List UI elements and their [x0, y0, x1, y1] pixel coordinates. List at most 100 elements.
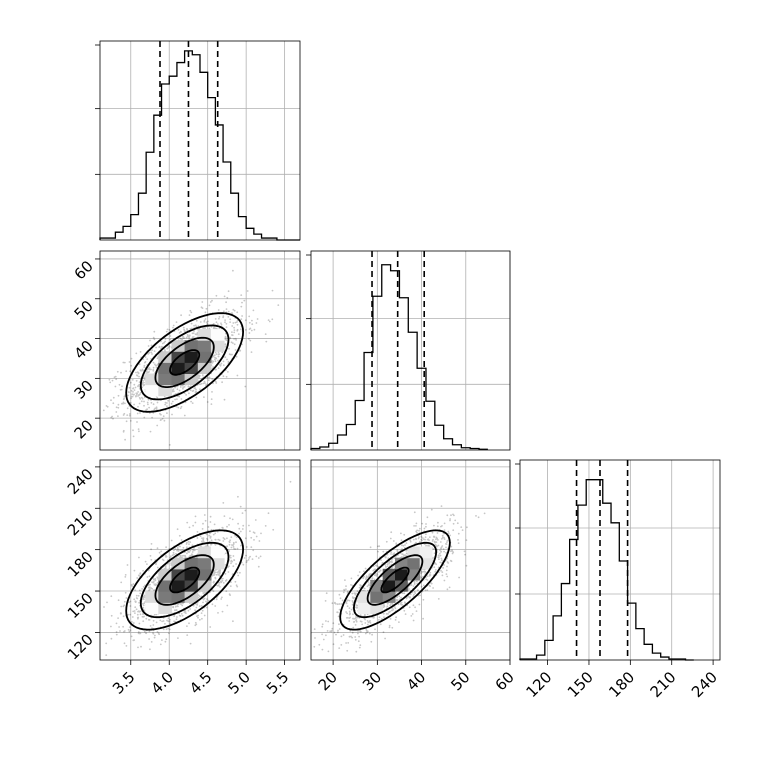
scatter-point — [382, 631, 385, 634]
scatter-point — [351, 600, 354, 602]
scatter-point — [201, 540, 203, 543]
scatter-point — [166, 347, 169, 350]
scatter-point — [413, 580, 416, 583]
density-cell — [145, 384, 159, 397]
scatter-point — [135, 594, 138, 597]
scatter-point — [113, 376, 116, 379]
scatter-point — [229, 517, 231, 520]
scatter-point — [425, 523, 427, 525]
scatter-point — [351, 596, 354, 599]
scatter-point — [233, 559, 235, 561]
scatter-point — [162, 559, 165, 562]
scatter-point — [388, 624, 391, 627]
scatter-point — [229, 594, 232, 596]
scatter-point — [322, 638, 325, 641]
scatter-point — [392, 540, 395, 542]
scatter-point — [422, 598, 425, 601]
scatter-point — [419, 527, 421, 530]
scatter-point — [123, 642, 126, 645]
scatter-point — [214, 577, 217, 580]
scatter-point — [231, 331, 233, 333]
scatter-point — [202, 327, 205, 330]
scatter-point — [410, 615, 413, 617]
scatter-point — [214, 571, 217, 574]
scatter-point — [179, 545, 181, 548]
x-tick-labels-2-2: 120 150 180 210 240 — [522, 660, 721, 701]
scatter-point — [363, 575, 365, 578]
scatter-point — [264, 333, 267, 335]
scatter-point — [143, 416, 146, 419]
scatter-point — [441, 534, 444, 537]
scatter-point — [390, 531, 393, 534]
scatter-point — [199, 618, 201, 621]
scatter-point — [132, 610, 135, 613]
scatter-point — [171, 413, 173, 416]
scatter-point — [205, 545, 208, 547]
scatter-point — [427, 538, 430, 541]
scatter-point — [400, 603, 402, 606]
scatter-point — [122, 429, 125, 432]
scatter-point — [403, 592, 406, 595]
scatter-point — [95, 659, 97, 661]
scatter-point — [325, 634, 327, 637]
scatter-point — [221, 526, 224, 529]
scatter-point — [137, 391, 140, 393]
scatter-point — [441, 559, 443, 562]
scatter-point — [238, 527, 241, 530]
scatter-point — [236, 311, 239, 314]
scatter-point — [436, 525, 439, 528]
scatter-point — [125, 645, 128, 647]
scatter-point — [230, 560, 233, 563]
scatter-point — [138, 430, 140, 433]
scatter-point — [231, 334, 234, 337]
scatter-point — [205, 321, 208, 324]
scatter-point — [387, 613, 389, 615]
scatter-point — [439, 549, 441, 552]
scatter-point — [236, 585, 239, 588]
scatter-point — [241, 315, 244, 317]
scatter-point — [198, 595, 201, 598]
scatter-point — [125, 597, 128, 599]
scatter-point — [119, 630, 121, 632]
scatter-point — [215, 598, 218, 601]
scatter-point — [203, 396, 205, 398]
scatter-point — [217, 359, 219, 362]
scatter-point — [128, 626, 131, 628]
scatter-point — [225, 301, 228, 304]
scatter-point — [391, 603, 394, 605]
scatter-point — [389, 604, 392, 607]
scatter-point — [174, 386, 177, 389]
scatter-point — [355, 619, 357, 622]
scatter-point — [420, 536, 423, 538]
scatter-point — [152, 580, 155, 583]
scatter-point — [152, 369, 155, 372]
scatter-point — [345, 617, 348, 619]
scatter-point — [148, 584, 151, 586]
scatter-point — [229, 539, 232, 542]
scatter-point — [464, 553, 466, 556]
scatter-point — [179, 555, 182, 558]
scatter-point — [453, 514, 455, 517]
scatter-point — [440, 546, 443, 549]
scatter-point — [369, 622, 372, 624]
scatter-point — [106, 601, 108, 604]
scatter-point — [176, 398, 178, 400]
scatter-point — [336, 611, 339, 614]
scatter-point — [385, 540, 388, 543]
scatter-point — [437, 598, 440, 600]
scatter-point — [443, 538, 446, 540]
scatter-point — [151, 416, 154, 419]
scatter-point — [424, 571, 427, 573]
scatter-point — [367, 621, 370, 624]
scatter-point — [152, 624, 155, 626]
scatter-point — [358, 586, 361, 589]
scatter-point — [188, 335, 191, 337]
scatter-point — [126, 564, 129, 566]
scatter-point — [343, 589, 346, 592]
scatter-point — [154, 584, 157, 587]
scatter-point — [149, 339, 151, 342]
scatter-point — [136, 421, 138, 423]
scatter-point — [143, 366, 146, 368]
scatter-point — [132, 639, 135, 642]
